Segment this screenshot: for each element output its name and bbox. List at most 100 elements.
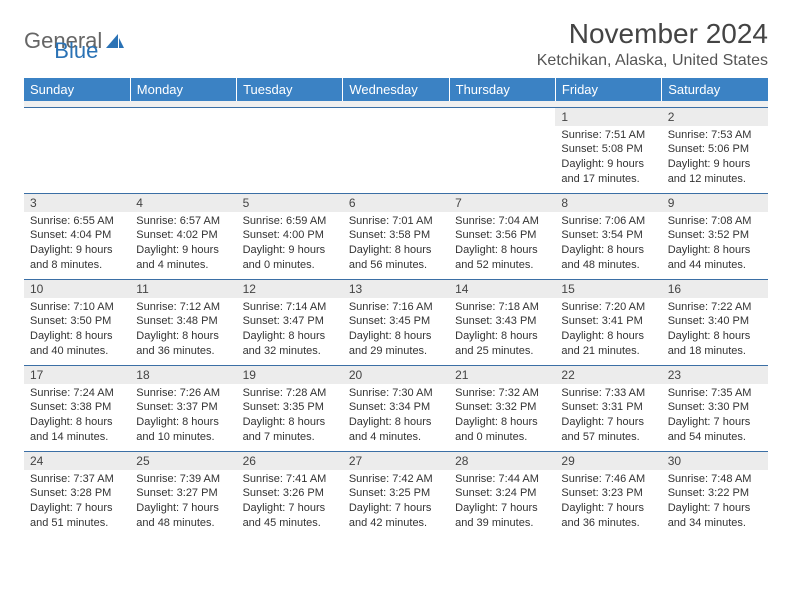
day-cell: 1Sunrise: 7:51 AMSunset: 5:08 PMDaylight… bbox=[555, 107, 661, 193]
day-content: Sunrise: 7:35 AMSunset: 3:30 PMDaylight:… bbox=[662, 384, 768, 449]
day-cell: 21Sunrise: 7:32 AMSunset: 3:32 PMDayligh… bbox=[449, 365, 555, 451]
day-cell: 28Sunrise: 7:44 AMSunset: 3:24 PMDayligh… bbox=[449, 451, 555, 537]
day-cell: 14Sunrise: 7:18 AMSunset: 3:43 PMDayligh… bbox=[449, 279, 555, 365]
day-cell: 7Sunrise: 7:04 AMSunset: 3:56 PMDaylight… bbox=[449, 193, 555, 279]
day-content: Sunrise: 6:55 AMSunset: 4:04 PMDaylight:… bbox=[24, 212, 130, 277]
day-content: Sunrise: 7:12 AMSunset: 3:48 PMDaylight:… bbox=[130, 298, 236, 363]
day-cell: 6Sunrise: 7:01 AMSunset: 3:58 PMDaylight… bbox=[343, 193, 449, 279]
day-number: 18 bbox=[130, 366, 236, 384]
day-cell: 13Sunrise: 7:16 AMSunset: 3:45 PMDayligh… bbox=[343, 279, 449, 365]
day-number: 22 bbox=[555, 366, 661, 384]
day-header-cell: Saturday bbox=[662, 78, 768, 101]
day-cell: 9Sunrise: 7:08 AMSunset: 3:52 PMDaylight… bbox=[662, 193, 768, 279]
day-header-cell: Friday bbox=[555, 78, 661, 101]
day-number: 24 bbox=[24, 452, 130, 470]
day-number: 23 bbox=[662, 366, 768, 384]
week-row: 3Sunrise: 6:55 AMSunset: 4:04 PMDaylight… bbox=[24, 193, 768, 279]
day-content: Sunrise: 7:06 AMSunset: 3:54 PMDaylight:… bbox=[555, 212, 661, 277]
day-content: Sunrise: 7:37 AMSunset: 3:28 PMDaylight:… bbox=[24, 470, 130, 535]
day-number: 9 bbox=[662, 194, 768, 212]
day-number: 5 bbox=[237, 194, 343, 212]
day-cell bbox=[449, 107, 555, 193]
day-cell: 23Sunrise: 7:35 AMSunset: 3:30 PMDayligh… bbox=[662, 365, 768, 451]
day-content: Sunrise: 7:46 AMSunset: 3:23 PMDaylight:… bbox=[555, 470, 661, 535]
day-number: 17 bbox=[24, 366, 130, 384]
day-cell: 15Sunrise: 7:20 AMSunset: 3:41 PMDayligh… bbox=[555, 279, 661, 365]
day-number: 27 bbox=[343, 452, 449, 470]
day-number: 29 bbox=[555, 452, 661, 470]
day-content: Sunrise: 7:26 AMSunset: 3:37 PMDaylight:… bbox=[130, 384, 236, 449]
day-number: 14 bbox=[449, 280, 555, 298]
day-content: Sunrise: 7:42 AMSunset: 3:25 PMDaylight:… bbox=[343, 470, 449, 535]
page-title: November 2024 bbox=[537, 18, 768, 50]
day-cell: 22Sunrise: 7:33 AMSunset: 3:31 PMDayligh… bbox=[555, 365, 661, 451]
day-number: 3 bbox=[24, 194, 130, 212]
day-content: Sunrise: 7:20 AMSunset: 3:41 PMDaylight:… bbox=[555, 298, 661, 363]
day-number: 28 bbox=[449, 452, 555, 470]
day-content: Sunrise: 7:01 AMSunset: 3:58 PMDaylight:… bbox=[343, 212, 449, 277]
day-number: 12 bbox=[237, 280, 343, 298]
day-content: Sunrise: 7:14 AMSunset: 3:47 PMDaylight:… bbox=[237, 298, 343, 363]
calendar-body: 1Sunrise: 7:51 AMSunset: 5:08 PMDaylight… bbox=[24, 101, 768, 537]
day-cell: 2Sunrise: 7:53 AMSunset: 5:06 PMDaylight… bbox=[662, 107, 768, 193]
day-number: 7 bbox=[449, 194, 555, 212]
day-cell: 25Sunrise: 7:39 AMSunset: 3:27 PMDayligh… bbox=[130, 451, 236, 537]
calendar-table: SundayMondayTuesdayWednesdayThursdayFrid… bbox=[24, 78, 768, 537]
week-row: 17Sunrise: 7:24 AMSunset: 3:38 PMDayligh… bbox=[24, 365, 768, 451]
day-number: 30 bbox=[662, 452, 768, 470]
day-content: Sunrise: 7:53 AMSunset: 5:06 PMDaylight:… bbox=[662, 126, 768, 191]
week-row: 10Sunrise: 7:10 AMSunset: 3:50 PMDayligh… bbox=[24, 279, 768, 365]
day-header-cell: Tuesday bbox=[237, 78, 343, 101]
day-cell: 10Sunrise: 7:10 AMSunset: 3:50 PMDayligh… bbox=[24, 279, 130, 365]
day-content: Sunrise: 7:04 AMSunset: 3:56 PMDaylight:… bbox=[449, 212, 555, 277]
location-text: Ketchikan, Alaska, United States bbox=[537, 52, 768, 70]
day-content: Sunrise: 7:24 AMSunset: 3:38 PMDaylight:… bbox=[24, 384, 130, 449]
day-content: Sunrise: 7:08 AMSunset: 3:52 PMDaylight:… bbox=[662, 212, 768, 277]
day-cell bbox=[343, 107, 449, 193]
day-cell bbox=[130, 107, 236, 193]
day-number: 1 bbox=[555, 108, 661, 126]
day-content: Sunrise: 7:18 AMSunset: 3:43 PMDaylight:… bbox=[449, 298, 555, 363]
day-number: 25 bbox=[130, 452, 236, 470]
day-content: Sunrise: 7:10 AMSunset: 3:50 PMDaylight:… bbox=[24, 298, 130, 363]
logo-text-blue: Blue bbox=[54, 38, 98, 64]
day-content: Sunrise: 6:59 AMSunset: 4:00 PMDaylight:… bbox=[237, 212, 343, 277]
day-number: 13 bbox=[343, 280, 449, 298]
day-cell: 18Sunrise: 7:26 AMSunset: 3:37 PMDayligh… bbox=[130, 365, 236, 451]
day-content: Sunrise: 6:57 AMSunset: 4:02 PMDaylight:… bbox=[130, 212, 236, 277]
day-content: Sunrise: 7:41 AMSunset: 3:26 PMDaylight:… bbox=[237, 470, 343, 535]
day-cell: 16Sunrise: 7:22 AMSunset: 3:40 PMDayligh… bbox=[662, 279, 768, 365]
day-content: Sunrise: 7:22 AMSunset: 3:40 PMDaylight:… bbox=[662, 298, 768, 363]
day-number: 21 bbox=[449, 366, 555, 384]
day-cell: 12Sunrise: 7:14 AMSunset: 3:47 PMDayligh… bbox=[237, 279, 343, 365]
day-header-row: SundayMondayTuesdayWednesdayThursdayFrid… bbox=[24, 78, 768, 101]
day-header-cell: Monday bbox=[130, 78, 236, 101]
day-cell: 4Sunrise: 6:57 AMSunset: 4:02 PMDaylight… bbox=[130, 193, 236, 279]
day-number: 10 bbox=[24, 280, 130, 298]
day-cell bbox=[24, 107, 130, 193]
day-number: 19 bbox=[237, 366, 343, 384]
day-cell: 19Sunrise: 7:28 AMSunset: 3:35 PMDayligh… bbox=[237, 365, 343, 451]
day-header-cell: Wednesday bbox=[343, 78, 449, 101]
day-number: 6 bbox=[343, 194, 449, 212]
day-cell bbox=[237, 107, 343, 193]
day-number: 2 bbox=[662, 108, 768, 126]
day-cell: 11Sunrise: 7:12 AMSunset: 3:48 PMDayligh… bbox=[130, 279, 236, 365]
day-content: Sunrise: 7:39 AMSunset: 3:27 PMDaylight:… bbox=[130, 470, 236, 535]
week-row: 24Sunrise: 7:37 AMSunset: 3:28 PMDayligh… bbox=[24, 451, 768, 537]
day-cell: 8Sunrise: 7:06 AMSunset: 3:54 PMDaylight… bbox=[555, 193, 661, 279]
header: General Blue November 2024 Ketchikan, Al… bbox=[24, 18, 768, 70]
day-content: Sunrise: 7:51 AMSunset: 5:08 PMDaylight:… bbox=[555, 126, 661, 191]
day-cell: 5Sunrise: 6:59 AMSunset: 4:00 PMDaylight… bbox=[237, 193, 343, 279]
day-content: Sunrise: 7:33 AMSunset: 3:31 PMDaylight:… bbox=[555, 384, 661, 449]
day-number: 15 bbox=[555, 280, 661, 298]
day-number: 16 bbox=[662, 280, 768, 298]
day-content: Sunrise: 7:32 AMSunset: 3:32 PMDaylight:… bbox=[449, 384, 555, 449]
day-content: Sunrise: 7:44 AMSunset: 3:24 PMDaylight:… bbox=[449, 470, 555, 535]
day-content: Sunrise: 7:30 AMSunset: 3:34 PMDaylight:… bbox=[343, 384, 449, 449]
day-cell: 20Sunrise: 7:30 AMSunset: 3:34 PMDayligh… bbox=[343, 365, 449, 451]
day-cell: 17Sunrise: 7:24 AMSunset: 3:38 PMDayligh… bbox=[24, 365, 130, 451]
day-cell: 27Sunrise: 7:42 AMSunset: 3:25 PMDayligh… bbox=[343, 451, 449, 537]
day-header-cell: Thursday bbox=[449, 78, 555, 101]
day-cell: 24Sunrise: 7:37 AMSunset: 3:28 PMDayligh… bbox=[24, 451, 130, 537]
